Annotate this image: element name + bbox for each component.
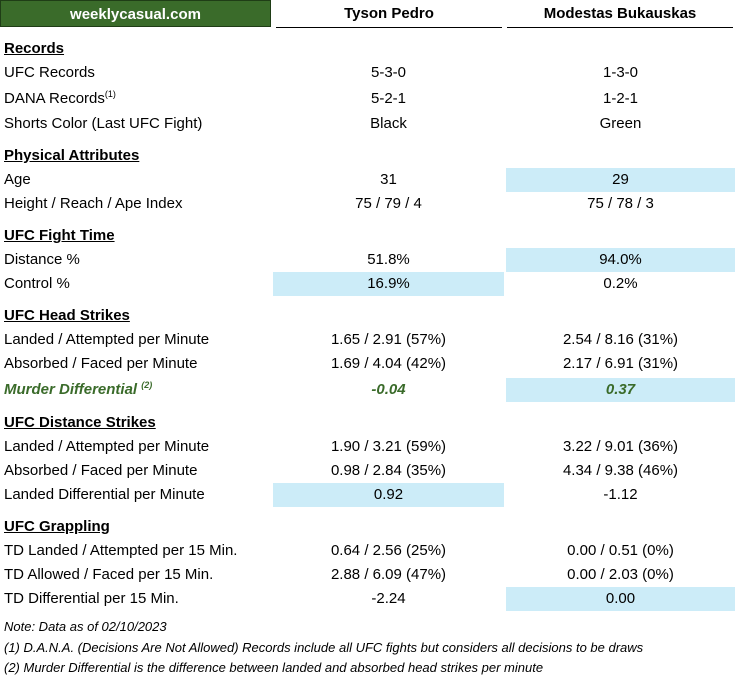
fighter2-value-highlighted: 94.0% xyxy=(506,248,735,272)
fighter2-value: 4.34 / 9.38 (46%) xyxy=(562,462,679,479)
fighter1-value: Black xyxy=(370,115,407,132)
fighter2-value: 0.00 / 2.03 (0%) xyxy=(567,566,674,583)
fighter1-value: -2.24 xyxy=(371,590,406,607)
fighter1-value: 5-3-0 xyxy=(370,64,407,81)
footnote-marker: (1) xyxy=(104,89,116,99)
row-label: TD Landed / Attempted per 15 Min. xyxy=(4,542,238,559)
fighter2-value: 1-3-0 xyxy=(602,64,639,81)
fighter1-value: 51.8% xyxy=(367,251,410,268)
row-label: Control % xyxy=(4,275,70,292)
table-row-murder-differential: Murder Differential (2) -0.04 0.37 xyxy=(0,378,737,402)
row-label: TD Allowed / Faced per 15 Min. xyxy=(4,566,214,583)
table-row: Landed / Attempted per Minute 1.90 / 3.2… xyxy=(0,435,737,459)
row-label: Absorbed / Faced per Minute xyxy=(4,355,198,372)
fighter1-value: -0.04 xyxy=(371,381,406,398)
fighter2-value: 2.17 / 6.91 (31%) xyxy=(562,355,679,372)
fighter2-value-highlighted: 0.00 xyxy=(506,587,735,611)
section-grappling: UFC Grappling xyxy=(0,515,737,539)
table-row: Control % 16.9% 0.2% xyxy=(0,272,737,296)
section-title: UFC Fight Time xyxy=(4,227,115,244)
fighter1-value-highlighted: 16.9% xyxy=(273,272,504,296)
fighter2-value: 75 / 78 / 3 xyxy=(587,195,654,212)
row-label: Murder Differential (2) xyxy=(4,378,152,402)
table-row: TD Allowed / Faced per 15 Min. 2.88 / 6.… xyxy=(0,563,737,587)
section-distance-strikes: UFC Distance Strikes xyxy=(0,411,737,435)
table-row: Age 31 29 xyxy=(0,168,737,192)
row-label: UFC Records xyxy=(4,64,95,81)
row-label: Height / Reach / Ape Index xyxy=(4,195,183,212)
section-title: Physical Attributes xyxy=(4,147,140,164)
row-label: Landed Differential per Minute xyxy=(4,486,205,503)
table-row: Absorbed / Faced per Minute 1.69 / 4.04 … xyxy=(0,352,737,376)
row-label-text: Murder Differential xyxy=(4,381,138,398)
fighter1-value: 75 / 79 / 4 xyxy=(355,195,422,212)
table-row: Landed / Attempted per Minute 1.65 / 2.9… xyxy=(0,328,737,352)
fighter1-value: 0.98 / 2.84 (35%) xyxy=(330,462,447,479)
table-row: Landed Differential per Minute 0.92 -1.1… xyxy=(0,483,737,507)
section-title: UFC Head Strikes xyxy=(4,307,130,324)
row-label: Landed / Attempted per Minute xyxy=(4,438,210,455)
fighter2-value: 0.00 / 0.51 (0%) xyxy=(567,542,674,559)
fighter2-value-highlighted: 0.37 xyxy=(506,378,735,402)
section-records: Records xyxy=(0,37,737,61)
fighter2-value: 3.22 / 9.01 (36%) xyxy=(562,438,679,455)
table-row: TD Differential per 15 Min. -2.24 0.00 xyxy=(0,587,737,611)
fighter2-value: 2.54 / 8.16 (31%) xyxy=(562,331,679,348)
site-brand-banner: weeklycasual.com xyxy=(0,0,271,27)
table-row: Absorbed / Faced per Minute 0.98 / 2.84 … xyxy=(0,459,737,483)
table-row: TD Landed / Attempted per 15 Min. 0.64 /… xyxy=(0,539,737,563)
row-label: Distance % xyxy=(4,251,80,268)
table-row: Height / Reach / Ape Index 75 / 79 / 4 7… xyxy=(0,192,737,216)
row-label: Absorbed / Faced per Minute xyxy=(4,462,198,479)
fighter1-value: 0.64 / 2.56 (25%) xyxy=(330,542,447,559)
table-row: UFC Records 5-3-0 1-3-0 xyxy=(0,61,737,85)
row-label: Age xyxy=(4,171,31,188)
fighter2-value-highlighted: 29 xyxy=(506,168,735,192)
fighter1-header: Tyson Pedro xyxy=(276,0,502,28)
fighter1-value: 1.65 / 2.91 (57%) xyxy=(330,331,447,348)
fighter2-value: 0.2% xyxy=(603,275,638,292)
table-row: Shorts Color (Last UFC Fight) Black Gree… xyxy=(0,112,737,136)
row-label: DANA Records(1) xyxy=(4,87,116,111)
note-data-date: Note: Data as of 02/10/2023 xyxy=(4,619,167,634)
fighter1-value-highlighted: 0.92 xyxy=(273,483,504,507)
row-label: Landed / Attempted per Minute xyxy=(4,331,210,348)
section-title: UFC Distance Strikes xyxy=(4,414,156,431)
section-title: Records xyxy=(4,40,65,57)
footnote-1: (1) D.A.N.A. (Decisions Are Not Allowed)… xyxy=(4,640,644,655)
footnote-2: (2) Murder Differential is the differenc… xyxy=(4,660,544,675)
table-row: Distance % 51.8% 94.0% xyxy=(0,248,737,272)
fighter1-value: 31 xyxy=(380,171,397,188)
section-title: UFC Grappling xyxy=(4,518,110,535)
fighter1-value: 5-2-1 xyxy=(370,90,407,107)
section-fight-time: UFC Fight Time xyxy=(0,224,737,248)
section-head-strikes: UFC Head Strikes xyxy=(0,304,737,328)
fighter2-value: -1.12 xyxy=(603,486,638,503)
fighter2-value: 1-2-1 xyxy=(602,90,639,107)
fighter2-header: Modestas Bukauskas xyxy=(507,0,733,28)
fighter1-value: 1.90 / 3.21 (59%) xyxy=(330,438,447,455)
footnote-marker: (2) xyxy=(141,380,153,390)
table-row: DANA Records(1) 5-2-1 1-2-1 xyxy=(0,87,737,111)
section-physical: Physical Attributes xyxy=(0,144,737,168)
fighter1-value: 2.88 / 6.09 (47%) xyxy=(330,566,447,583)
row-label-text: DANA Records xyxy=(4,90,105,107)
row-label: Shorts Color (Last UFC Fight) xyxy=(4,115,203,132)
fighter2-value: Green xyxy=(599,115,642,132)
row-label: TD Differential per 15 Min. xyxy=(4,590,179,607)
fighter1-value: 1.69 / 4.04 (42%) xyxy=(330,355,447,372)
